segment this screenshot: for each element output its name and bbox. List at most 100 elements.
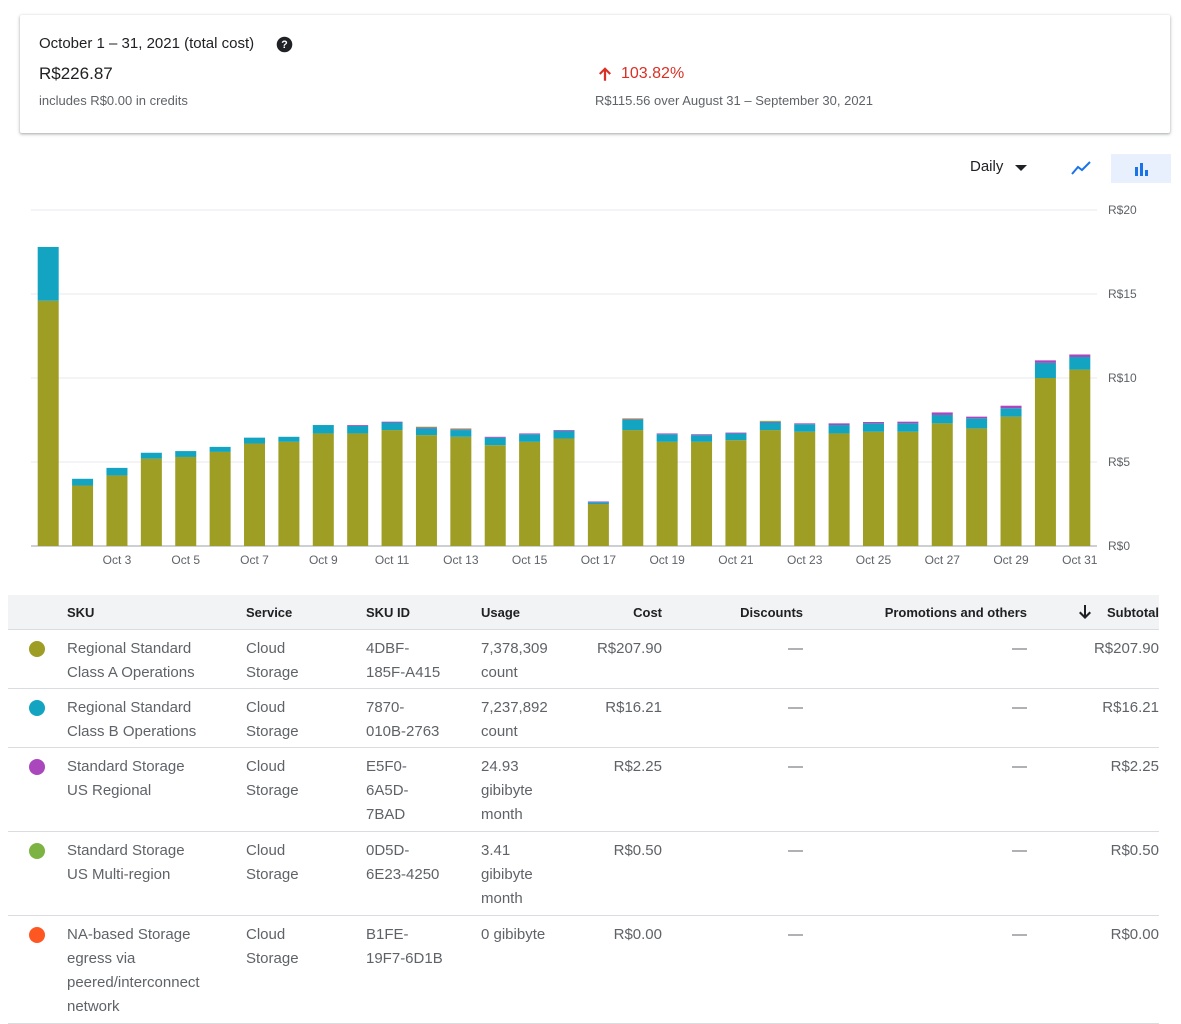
bar-segment[interactable] [381, 422, 403, 431]
bar-segment[interactable] [966, 418, 988, 429]
bar-segment[interactable] [347, 425, 369, 434]
bar-segment[interactable] [587, 501, 609, 503]
bar-segment[interactable] [72, 485, 94, 546]
bar-segment[interactable] [691, 435, 713, 442]
bar-segment[interactable] [484, 436, 506, 438]
bar-segment[interactable] [656, 434, 678, 442]
bar-segment[interactable] [72, 478, 94, 486]
bar-segment[interactable] [794, 423, 816, 425]
bar-segment[interactable] [587, 504, 609, 546]
bar-segment[interactable] [931, 414, 953, 424]
chevron-down-icon[interactable] [1014, 163, 1028, 173]
bar-segment[interactable] [622, 430, 644, 546]
bar-segment[interactable] [828, 423, 850, 426]
bar-segment[interactable] [519, 434, 541, 442]
bar-segment[interactable] [587, 502, 609, 504]
bar-segment[interactable] [140, 452, 162, 459]
bar-segment[interactable] [862, 422, 884, 424]
bar-segment[interactable] [1069, 354, 1091, 357]
bar-segment[interactable] [1000, 416, 1022, 546]
bar-segment[interactable] [175, 456, 197, 546]
bar-segment[interactable] [931, 412, 953, 415]
bar-segment[interactable] [1000, 408, 1022, 417]
bar-segment[interactable] [553, 438, 575, 546]
bar-segment[interactable] [37, 300, 59, 546]
header-cost[interactable]: Cost [633, 605, 662, 620]
bar-segment[interactable] [794, 424, 816, 432]
table-row[interactable]: Regional Standard Class A Operations Cloud… [8, 630, 1159, 689]
bar-segment[interactable] [553, 430, 575, 431]
bar-segment[interactable] [244, 443, 266, 546]
bar-segment[interactable] [656, 441, 678, 546]
bar-segment[interactable] [553, 430, 575, 439]
bar-segment[interactable] [862, 423, 884, 432]
bar-segment[interactable] [415, 426, 437, 428]
bar-segment[interactable] [622, 419, 644, 420]
table-row[interactable]: NA-based Storage egress via peered/interco… [8, 916, 1159, 1024]
bar-segment[interactable] [484, 445, 506, 546]
bar-segment[interactable] [415, 427, 437, 429]
bar-segment[interactable] [244, 437, 266, 444]
bar-segment[interactable] [966, 428, 988, 546]
granularity-dropdown[interactable]: Daily [970, 158, 1004, 175]
bar-segment[interactable] [347, 425, 369, 426]
bar-segment[interactable] [1034, 360, 1056, 363]
bar-segment[interactable] [175, 451, 197, 457]
table-row[interactable]: Standard Storage US Regional Cloud Storage E… [8, 748, 1159, 832]
bar-segment[interactable] [931, 423, 953, 546]
bar-segment[interactable] [37, 246, 59, 301]
bar-segment[interactable] [450, 430, 472, 437]
bar-segment[interactable] [278, 441, 300, 546]
bar-segment[interactable] [312, 425, 334, 434]
bar-segment[interactable] [759, 421, 781, 423]
bar-segment[interactable] [450, 429, 472, 431]
line-chart-toggle[interactable] [1064, 154, 1098, 182]
bar-segment[interactable] [691, 434, 713, 436]
bar-segment[interactable] [278, 436, 300, 442]
bar-segment[interactable] [1034, 362, 1056, 378]
bar-segment[interactable] [209, 451, 231, 546]
bar-segment[interactable] [828, 433, 850, 546]
bar-segment[interactable] [759, 420, 781, 422]
sort-arrow-down-icon[interactable] [1078, 604, 1092, 620]
header-service[interactable]: Service [246, 605, 293, 620]
header-discounts[interactable]: Discounts [740, 605, 803, 620]
bar-segment[interactable] [450, 428, 472, 430]
header-subtotal[interactable]: Subtotal [1107, 605, 1159, 620]
bar-segment[interactable] [106, 467, 128, 476]
header-promotions[interactable]: Promotions and others [884, 605, 1027, 620]
bar-segment[interactable] [484, 437, 506, 446]
bar-segment[interactable] [381, 421, 403, 423]
bar-segment[interactable] [794, 431, 816, 546]
bar-segment[interactable] [450, 436, 472, 546]
table-row[interactable]: Regional Standard Class B Operations Cloud… [8, 689, 1159, 748]
bar-segment[interactable] [966, 416, 988, 419]
bar-segment[interactable] [415, 435, 437, 546]
header-sku-id[interactable]: SKU ID [366, 605, 411, 620]
bar-segment[interactable] [656, 433, 678, 435]
bar-segment[interactable] [106, 475, 128, 546]
table-row[interactable]: Standard Storage US Multi-region Cloud Stor… [8, 832, 1159, 916]
bar-segment[interactable] [828, 425, 850, 434]
bar-segment[interactable] [519, 441, 541, 546]
bar-chart-toggle[interactable] [1111, 154, 1171, 183]
bar-segment[interactable] [1069, 369, 1091, 546]
bar-segment[interactable] [1034, 378, 1056, 546]
bar-segment[interactable] [415, 428, 437, 436]
bar-segment[interactable] [622, 420, 644, 431]
bar-segment[interactable] [381, 430, 403, 546]
bar-segment[interactable] [140, 458, 162, 546]
bar-segment[interactable] [862, 431, 884, 546]
bar-segment[interactable] [897, 431, 919, 546]
bar-segment[interactable] [897, 423, 919, 432]
bar-segment[interactable] [691, 441, 713, 546]
bar-segment[interactable] [725, 440, 747, 546]
header-usage[interactable]: Usage [481, 605, 521, 620]
bar-segment[interactable] [622, 418, 644, 420]
bar-segment[interactable] [312, 433, 334, 546]
bar-segment[interactable] [759, 422, 781, 431]
bar-segment[interactable] [1000, 405, 1022, 409]
bar-segment[interactable] [897, 421, 919, 424]
bar-segment[interactable] [347, 433, 369, 546]
bar-segment[interactable] [725, 433, 747, 441]
